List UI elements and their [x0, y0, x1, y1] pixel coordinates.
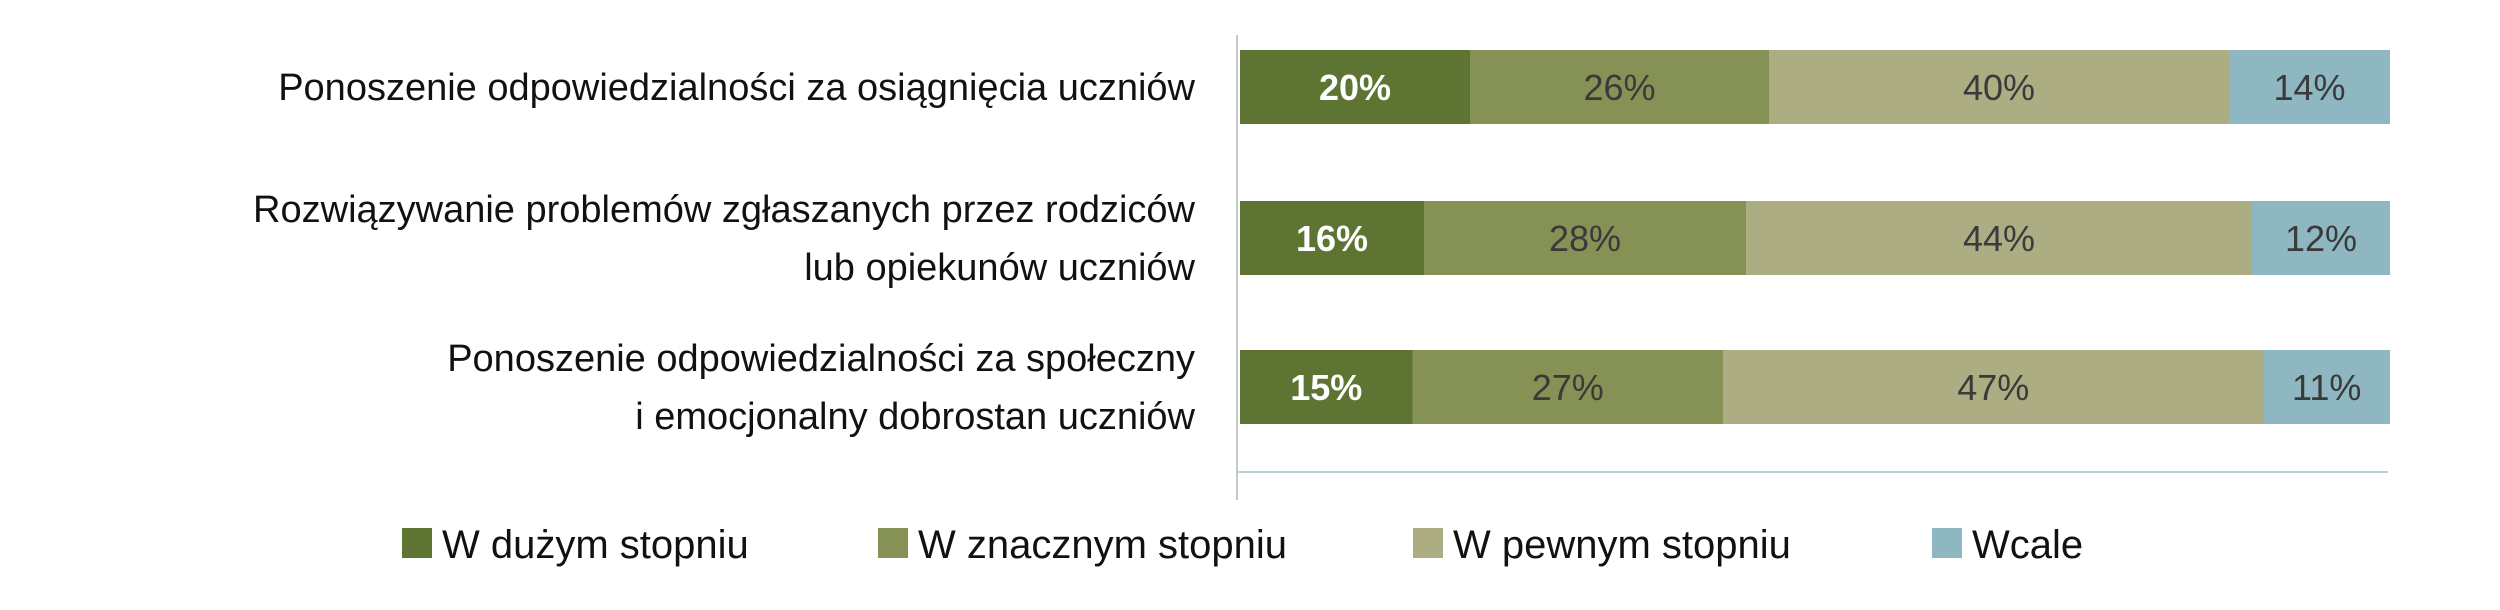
category-label: lub opiekunów uczniów — [804, 247, 1195, 289]
legend-label: Wcale — [1972, 523, 2083, 567]
category-labels: Ponoszenie odpowiedzialności za osiągnię… — [253, 67, 1196, 438]
bar-segment — [1240, 350, 1413, 424]
data-label: 26% — [1583, 67, 1655, 108]
data-label: 15% — [1290, 367, 1362, 408]
data-label: 14% — [2273, 67, 2345, 108]
bar-segment — [2252, 201, 2390, 275]
bar-segment — [1470, 50, 1769, 124]
category-label: Ponoszenie odpowiedzialności za społeczn… — [447, 338, 1195, 380]
legend-label: W dużym stopniu — [442, 523, 749, 567]
legend-swatch — [1413, 528, 1443, 558]
legend-label: W pewnym stopniu — [1453, 523, 1791, 567]
bar-segment — [1746, 201, 2252, 275]
data-label: 44% — [1963, 218, 2035, 259]
category-label: Ponoszenie odpowiedzialności za osiągnię… — [278, 67, 1195, 109]
axes — [1236, 35, 2388, 500]
category-label: i emocjonalny dobrostan uczniów — [635, 396, 1195, 438]
bar-segment — [2263, 350, 2390, 424]
legend-swatch — [878, 528, 908, 558]
data-label: 12% — [2285, 218, 2357, 259]
data-label: 16% — [1296, 218, 1368, 259]
bar-segment — [1424, 201, 1746, 275]
legend-swatch — [1932, 528, 1962, 558]
category-label: Rozwiązywanie problemów zgłaszanych prze… — [253, 189, 1196, 231]
bar-segment — [2229, 50, 2390, 124]
bar-segment — [1769, 50, 2229, 124]
data-label: 20% — [1319, 67, 1391, 108]
legend-label: W znacznym stopniu — [918, 523, 1287, 567]
bars-layer: 20% 26% 40% 14% 16% 28% 44% 12% 15% 27% 47% 11% — [1240, 50, 2390, 424]
bar-segment — [1723, 350, 2264, 424]
data-label: 47% — [1957, 367, 2029, 408]
data-label: 27% — [1532, 367, 1604, 408]
bar-segment — [1412, 350, 1723, 424]
bar-segment — [1240, 201, 1424, 275]
data-label: 11% — [2292, 367, 2361, 408]
bar-segment — [1240, 50, 1470, 124]
legend-swatch — [402, 528, 432, 558]
data-label: 28% — [1549, 218, 1621, 259]
legend: W dużym stopniu W znacznym stopniu W pewny… — [402, 523, 2083, 567]
data-label: 40% — [1963, 67, 2035, 108]
